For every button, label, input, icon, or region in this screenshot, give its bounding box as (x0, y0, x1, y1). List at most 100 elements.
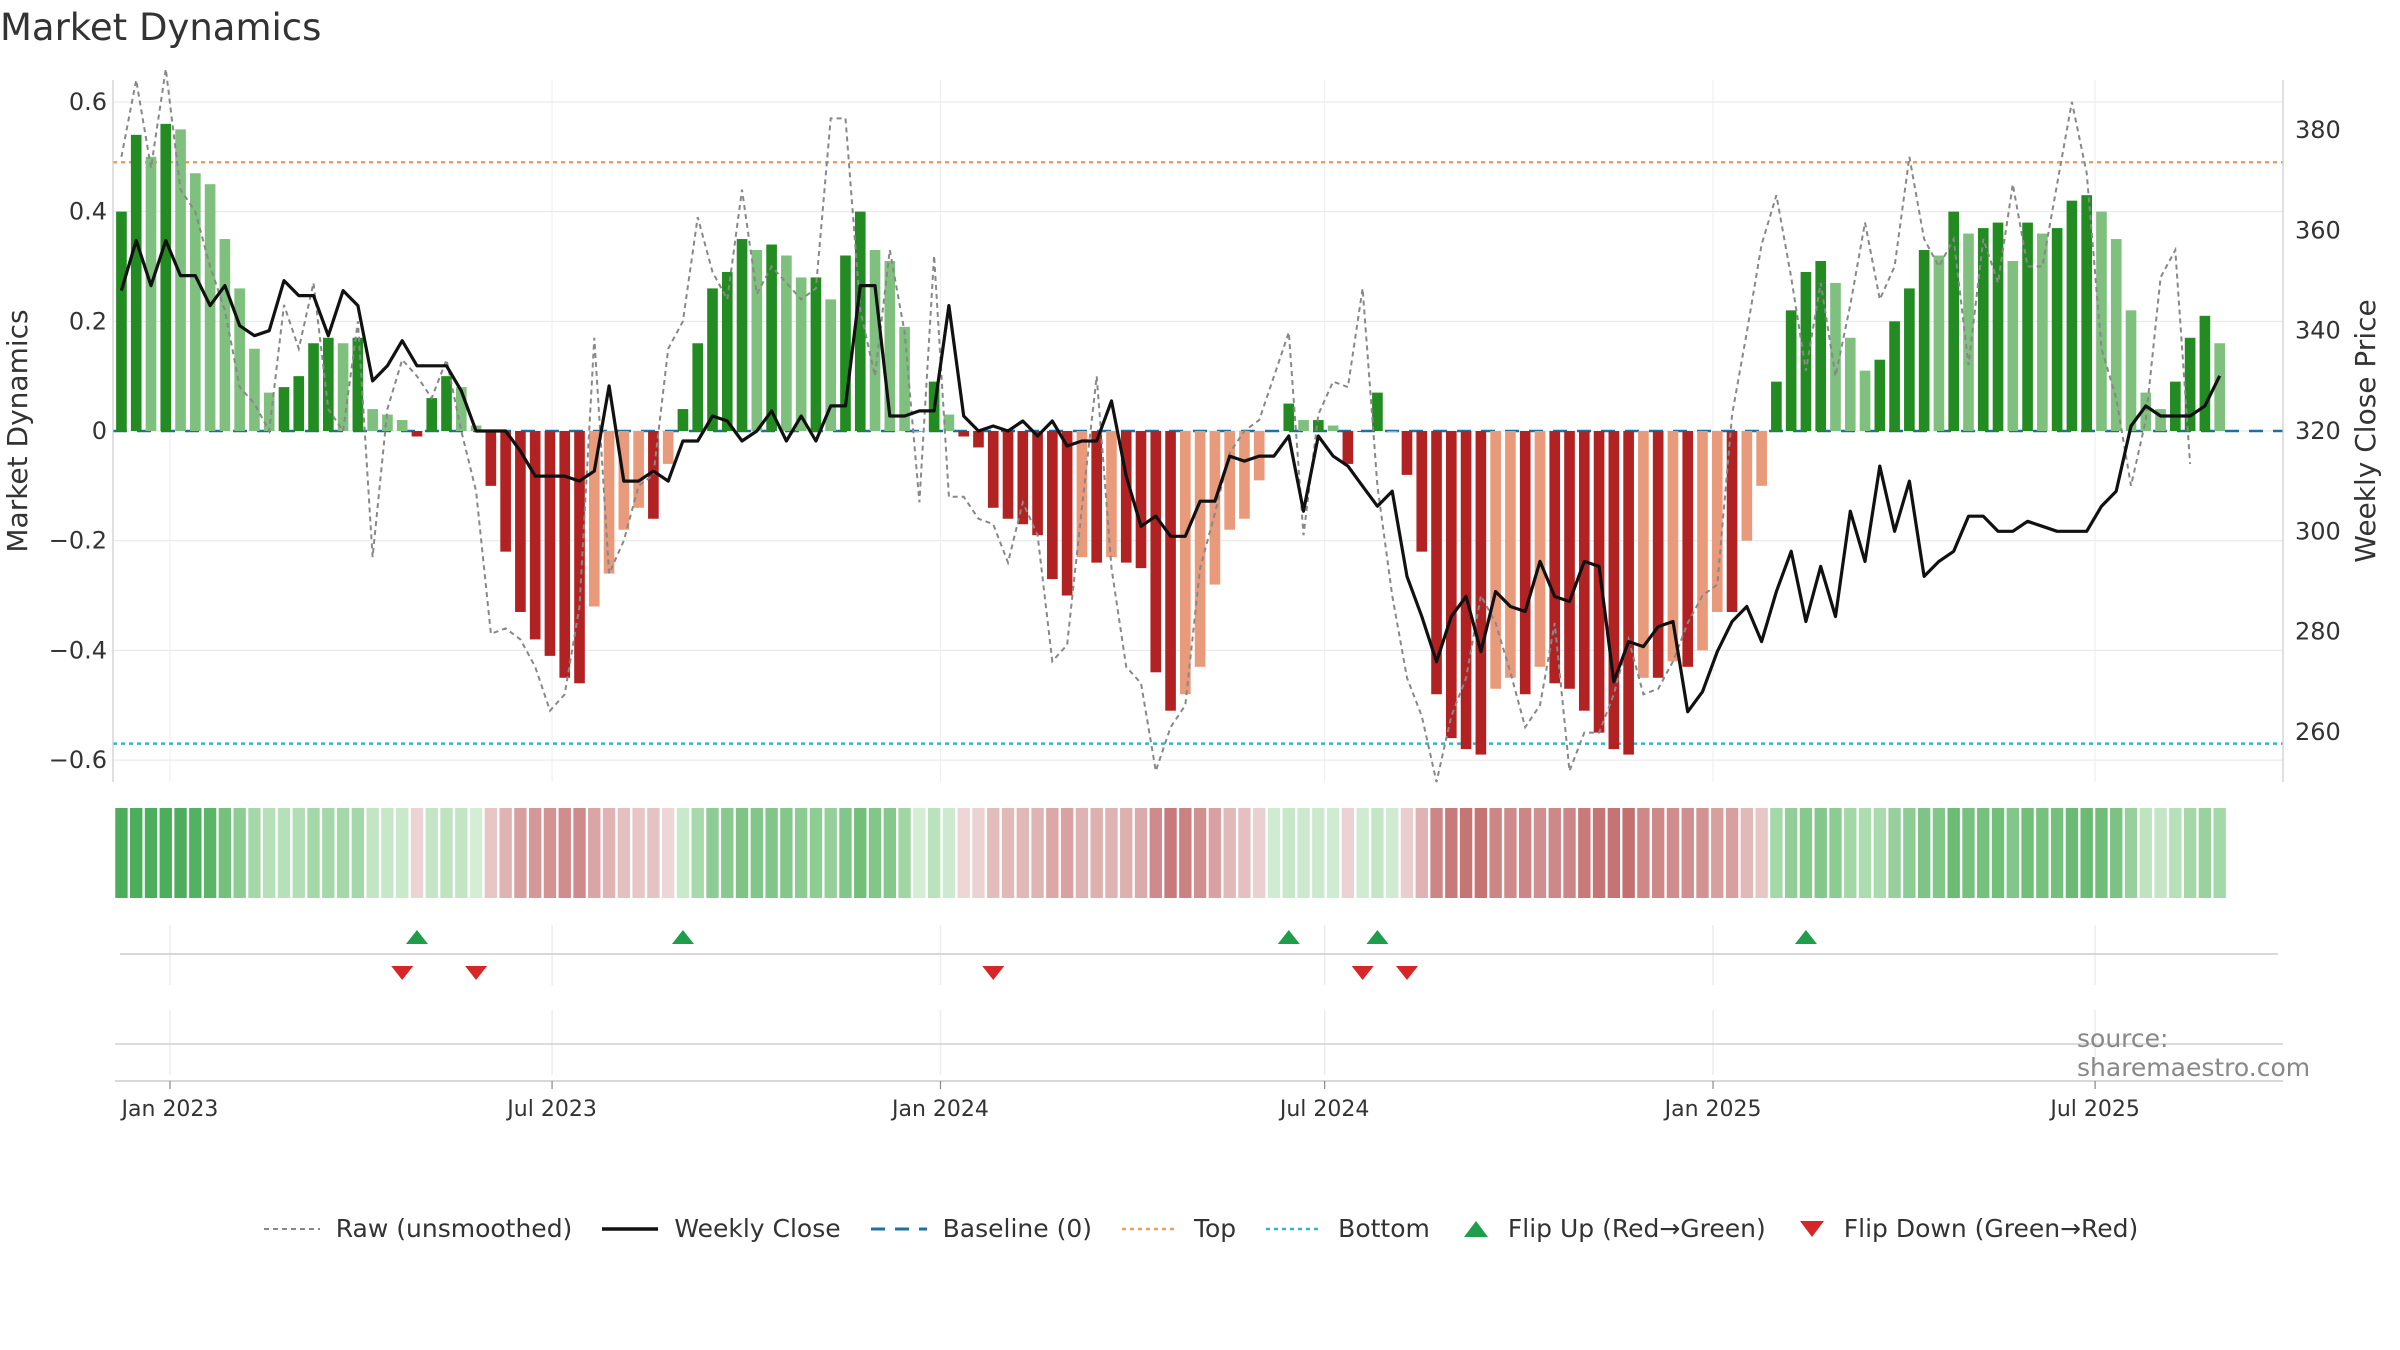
strip-cell (1031, 808, 1044, 898)
bar (219, 239, 231, 431)
bar (1165, 431, 1176, 711)
bar (1889, 321, 1900, 431)
strip-cell (957, 808, 970, 898)
bar (1608, 431, 1620, 750)
strip-cell (1681, 808, 1694, 898)
strip-cell (1607, 808, 1621, 898)
bar (677, 409, 689, 431)
strip-cell (144, 808, 158, 898)
strip-cell (1120, 808, 1133, 898)
legend-label: Raw (unsmoothed) (335, 1214, 573, 1243)
bar (1771, 381, 1782, 431)
strip-cell (2213, 808, 2226, 898)
strip-cell (1193, 808, 1207, 898)
bar (899, 326, 910, 431)
strip-cell (2154, 808, 2167, 898)
strip-cell (1282, 808, 1295, 898)
strip-cell (735, 808, 749, 898)
bar (574, 431, 585, 684)
bar (2037, 233, 2048, 431)
bar (1268, 431, 1280, 432)
flip-down-marker (465, 966, 488, 980)
strip-cell (455, 808, 468, 898)
strip-cell (1341, 808, 1355, 898)
strip-cell (824, 808, 837, 898)
bar (455, 387, 467, 431)
strip-cell (2110, 808, 2123, 898)
bar (308, 343, 319, 431)
x-tick-label: Jul 2023 (505, 1097, 597, 1122)
bar (145, 156, 157, 431)
bar (1357, 431, 1368, 432)
strip-cell (1253, 808, 1266, 898)
strip-cell (1962, 808, 1975, 898)
y-tick-label: 0.6 (69, 88, 107, 116)
legend-item-flip_down: Flip Down (Green→Red) (1794, 1214, 2138, 1243)
raw-line (120, 68, 2192, 783)
bar (1002, 431, 1014, 519)
strip-cell (1519, 808, 1532, 898)
strip-cell (381, 808, 394, 898)
bar (2214, 343, 2225, 431)
close-series (119, 238, 2222, 714)
x-tick-label: Jan 2025 (1663, 1097, 1762, 1122)
bar (840, 255, 851, 431)
legend-item-bottom: Bottom (1264, 1214, 1430, 1243)
legend-item-top: Top (1120, 1214, 1236, 1243)
strip-cell (396, 808, 409, 898)
flip-panel (120, 925, 2278, 985)
strip-cell (1356, 808, 1369, 898)
bar (2184, 337, 2196, 431)
y-tick-label: −0.2 (49, 527, 107, 555)
legend-label: Flip Up (Red→Green) (1507, 1214, 1766, 1243)
bar (2096, 211, 2107, 431)
bar (1180, 431, 1191, 695)
strip-cell (2036, 808, 2049, 898)
bar (1032, 431, 1043, 536)
strip-cell (2139, 808, 2152, 898)
strip-cell (883, 808, 896, 898)
bar (1194, 431, 1206, 667)
strip-cell (1090, 808, 1103, 898)
bar (973, 431, 984, 448)
strip-cell (2124, 808, 2138, 898)
strip-cell (115, 808, 128, 898)
bar (367, 409, 378, 431)
bar (2155, 409, 2166, 431)
bar (293, 376, 305, 431)
strip-cell (1075, 808, 1089, 898)
strip-cell (1105, 808, 1118, 898)
bar (204, 184, 216, 431)
strip-cell (1784, 808, 1798, 898)
strip-cell (174, 808, 187, 898)
bar (1830, 282, 1841, 431)
bar (190, 173, 201, 431)
strip-cell (617, 808, 631, 898)
bar (2140, 392, 2152, 431)
x-tick-label: Jan 2023 (120, 1097, 219, 1122)
bar (160, 123, 172, 431)
strip-cell (1917, 808, 1931, 898)
bar (2007, 260, 2019, 431)
bar (1918, 250, 1930, 431)
strip-cell (942, 808, 956, 898)
strip-cell (750, 808, 764, 898)
strip-cell (1829, 808, 1842, 898)
x-tick-label: Jan 2024 (890, 1097, 989, 1122)
strip-cell (1060, 808, 1074, 898)
bar (1874, 359, 1886, 431)
legend-swatch-triangle (1463, 1220, 1488, 1237)
flip-down-marker (982, 966, 1005, 980)
bar (337, 343, 349, 431)
strip-cell (868, 808, 882, 898)
strip-cell (1947, 808, 1960, 898)
y2-tick-label: 360 (2295, 216, 2341, 244)
bar (1416, 431, 1428, 552)
strip-cell (1932, 808, 1946, 898)
y2-axis-label: Weekly Close Price (2349, 299, 2382, 562)
bar (263, 392, 275, 431)
bar (1120, 431, 1132, 563)
strip-cell (2183, 808, 2197, 898)
strip-cell (2021, 808, 2034, 898)
bar (1224, 431, 1235, 530)
